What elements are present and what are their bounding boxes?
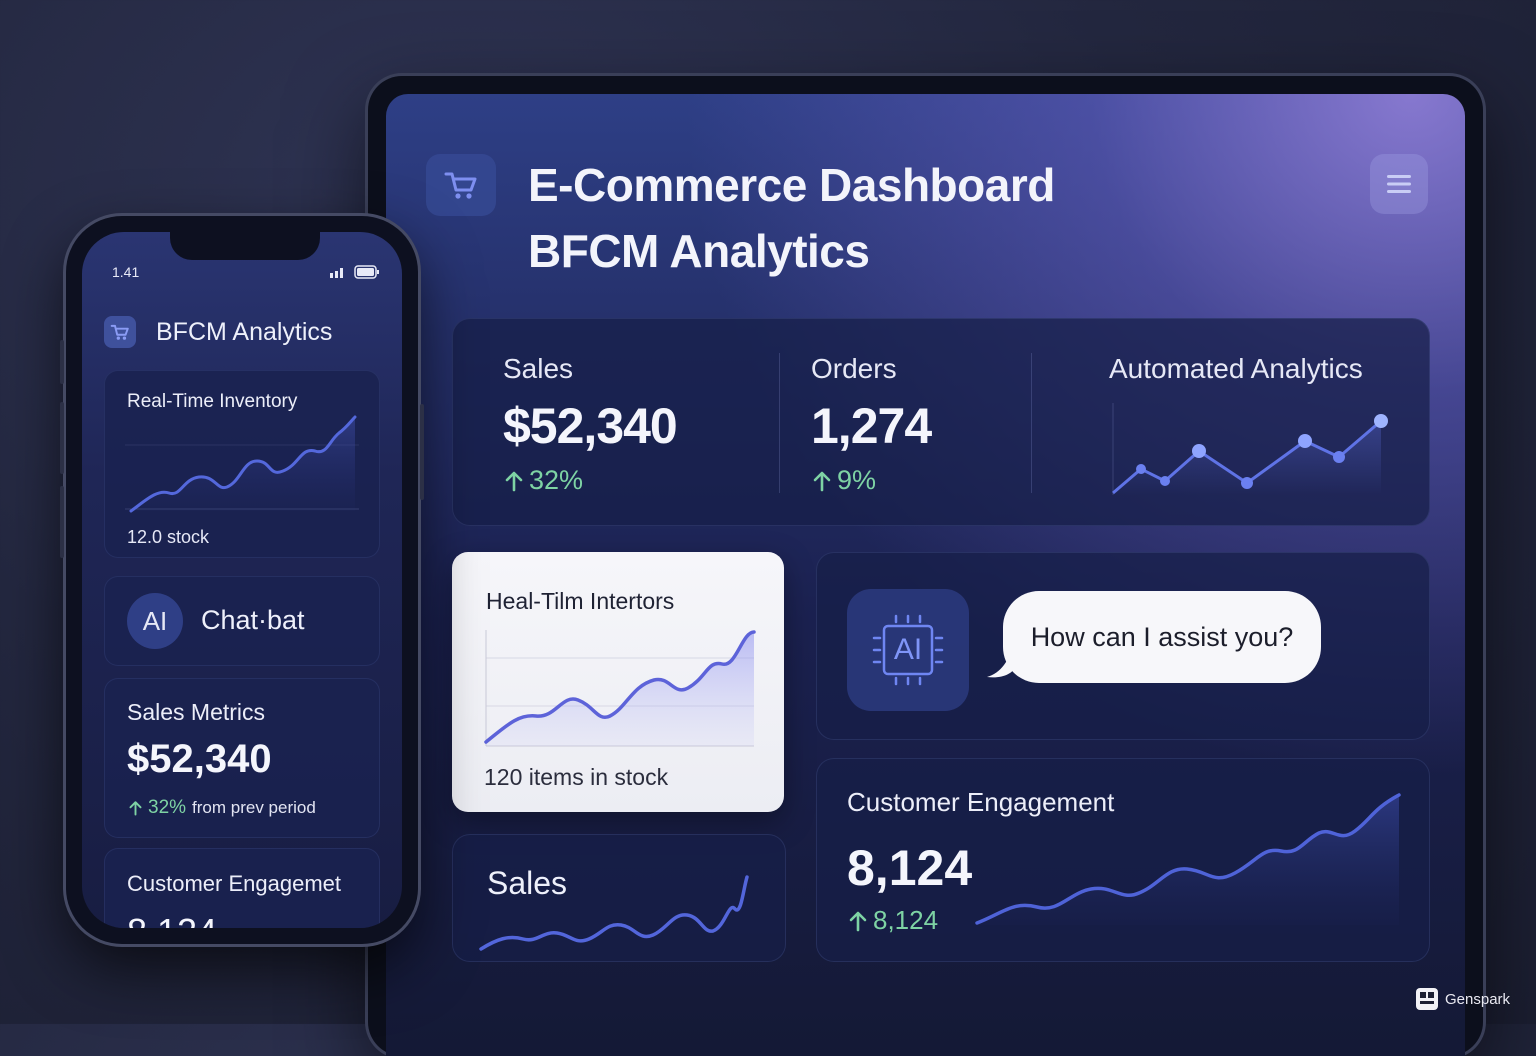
- volume-button: [60, 340, 64, 384]
- arrow-up-icon: [849, 911, 867, 931]
- ai-chip-label: AI: [893, 633, 923, 666]
- orders-delta-value: 9%: [837, 465, 877, 495]
- engagement-trend-chart: [975, 793, 1401, 925]
- hamburger-menu-icon: [1387, 175, 1411, 193]
- customer-engagement-panel[interactable]: Customer Engagement 8,124 8,124: [816, 758, 1430, 962]
- phone-sales-delta: 32% from prev period: [129, 797, 316, 819]
- genspark-logo-icon: [1416, 988, 1438, 1010]
- phone-screen: 1.41 BFCM Analytics Real-Time Inventory: [82, 232, 402, 928]
- volume-button: [60, 402, 64, 474]
- cart-icon: [444, 172, 477, 199]
- orders-label: Orders: [811, 353, 897, 384]
- power-button: [420, 404, 424, 500]
- automated-analytics-chart: [1112, 403, 1388, 495]
- engagement-delta: 8,124: [849, 905, 938, 936]
- menu-button[interactable]: [1370, 154, 1428, 214]
- sales-sparkline: [479, 875, 749, 951]
- chat-panel: AI How can I assist you?: [816, 552, 1430, 740]
- status-time: 1.41: [112, 264, 140, 280]
- orders-value: 1,274: [811, 398, 932, 454]
- phone-inventory-chart: [125, 415, 359, 513]
- phone-notch: [170, 232, 320, 260]
- phone-sales-delta-suffix: from prev period: [192, 798, 316, 817]
- kpi-divider: [1031, 353, 1032, 493]
- phone-logo[interactable]: [104, 316, 136, 348]
- bubble-tail: [987, 641, 1015, 678]
- inventory-trend-chart: [484, 630, 756, 747]
- ai-assistant-tile[interactable]: AI: [847, 589, 969, 711]
- phone-chatbot-label: Chat·bat: [201, 605, 305, 635]
- phone-sales-metrics-card[interactable]: Sales Metrics $52,340 32% from prev peri…: [104, 678, 380, 838]
- page-subtitle: BFCM Analytics: [528, 225, 870, 277]
- battery-icon: [354, 265, 379, 279]
- ai-avatar-icon: AI: [127, 593, 183, 649]
- brand-name: Genspark: [1445, 990, 1511, 1008]
- phone-sales-title: Sales Metrics: [127, 699, 266, 725]
- phone-engagement-value: 8.124: [127, 911, 217, 928]
- phone-sales-value: $52,340: [127, 737, 272, 781]
- inventory-card-caption: 120 items in stock: [484, 764, 669, 790]
- sales-label: Sales: [503, 353, 574, 384]
- arrow-up-icon: [505, 471, 523, 491]
- arrow-up-icon: [813, 471, 831, 491]
- logo-button[interactable]: [426, 154, 496, 216]
- kpi-panel: Sales $52,340 32% Orders 1,274 9% Automa…: [452, 318, 1430, 526]
- volume-button: [60, 486, 64, 558]
- sales-delta: 32%: [505, 465, 583, 496]
- phone-engagement-card[interactable]: Customer Engagemet 8.124: [104, 848, 380, 928]
- ai-chip-icon: [872, 614, 944, 686]
- inventory-card-title: Heal-Tilm Intertors: [486, 588, 675, 614]
- kpi-divider: [779, 353, 780, 493]
- phone-sales-delta-value: 32%: [148, 797, 187, 818]
- sales-delta-value: 32%: [529, 465, 584, 495]
- tablet-device: E-Commerce Dashboard BFCM Analytics Sale…: [368, 76, 1483, 1056]
- sales-value: $52,340: [503, 398, 678, 454]
- tablet-screen: E-Commerce Dashboard BFCM Analytics Sale…: [386, 94, 1465, 1056]
- engagement-value: 8,124: [847, 840, 973, 896]
- phone-engagement-title: Customer Engagemet: [127, 871, 341, 896]
- sales-card[interactable]: Sales: [452, 834, 786, 962]
- signal-icon: [330, 268, 343, 278]
- phone-chatbot-card[interactable]: AI Chat·bat: [104, 576, 380, 666]
- automated-analytics-label: Automated Analytics: [1109, 353, 1363, 384]
- phone-inventory-title: Real-Time Inventory: [127, 391, 298, 412]
- phone-inventory-card[interactable]: Real-Time Inventory 12.0 stock: [104, 370, 380, 558]
- phone-device: 1.41 BFCM Analytics Real-Time Inventory: [60, 216, 424, 944]
- engagement-title: Customer Engagement: [847, 787, 1115, 817]
- sales-card-title: Sales: [487, 865, 568, 901]
- inventory-card[interactable]: Heal-Tilm Intertors 120 items in stock: [452, 552, 784, 812]
- phone-title: BFCM Analytics: [156, 318, 333, 346]
- chat-bubble: How can I assist you?: [1003, 591, 1321, 683]
- orders-delta: 9%: [813, 465, 876, 496]
- phone-inventory-caption: 12.0 stock: [127, 527, 210, 547]
- cart-icon: [110, 324, 129, 340]
- arrow-up-icon: [129, 801, 142, 816]
- brand-watermark: Genspark: [1416, 988, 1510, 1010]
- page-title: E-Commerce Dashboard: [528, 159, 1055, 211]
- engagement-delta-value: 8,124: [873, 905, 939, 935]
